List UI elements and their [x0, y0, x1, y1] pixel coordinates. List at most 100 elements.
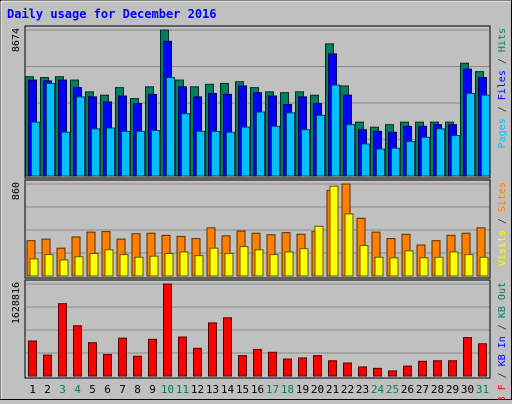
bar-kb-f-day-31: [478, 343, 487, 377]
bar-visits-day-13: [209, 247, 219, 277]
bar-pages-day-15: [241, 126, 250, 177]
bar-visits-day-9: [149, 255, 159, 277]
bar-visits-day-5: [89, 253, 99, 277]
x-tick-label-day-12: 12: [191, 383, 204, 396]
bar-visits-day-6: [104, 249, 114, 277]
bar-kb-f-day-3: [58, 303, 67, 377]
x-tick-label-day-5: 5: [89, 383, 96, 396]
bar-pages-day-31: [481, 94, 490, 177]
x-tick-label-day-11: 11: [176, 383, 189, 396]
panel-visits-sites: 860 Visits / Sites: [11, 179, 508, 279]
bar-pages-day-10: [166, 77, 175, 177]
x-tick-label-day-22: 22: [341, 383, 354, 396]
x-tick-label-day-1: 1: [29, 383, 36, 396]
bar-visits-day-17: [269, 254, 279, 277]
bar-pages-day-14: [226, 131, 235, 177]
x-tick-label-day-18: 18: [281, 383, 294, 396]
chart-title: Daily usage for December 2016: [7, 7, 217, 21]
panel-visits-sites-ymax-label: 860: [11, 182, 22, 200]
bar-visits-day-12: [194, 255, 204, 277]
x-tick-label-day-6: 6: [104, 383, 111, 396]
x-tick-label-day-17: 17: [266, 383, 279, 396]
x-tick-label-day-13: 13: [206, 383, 219, 396]
bar-visits-day-30: [464, 254, 474, 277]
legend-part: KB In: [497, 336, 508, 366]
panel-kb-ymax-label: 1628816: [11, 282, 22, 324]
bar-visits-day-26: [404, 250, 414, 277]
bar-visits-day-10: [164, 253, 174, 277]
legend-part: /: [497, 100, 508, 118]
panels-group: 8674 Pages / Files / Hits 860 Visits / Site…: [11, 25, 508, 404]
panel-kb-axis-legend: KB F / KB In / KB Out: [497, 282, 508, 400]
panel-hits-files-pages-ymax-label: 8674: [11, 28, 22, 52]
bar-kb-f-day-10: [163, 283, 172, 377]
bar-kb-f-day-15: [238, 355, 247, 377]
bar-visits-day-8: [134, 256, 144, 277]
bar-kb-f-day-20: [313, 355, 322, 377]
bar-pages-day-1: [31, 121, 40, 177]
bar-kb-f-day-16: [253, 348, 262, 377]
bar-pages-day-17: [271, 125, 280, 177]
bar-kb-f-day-23: [358, 366, 367, 377]
bar-kb-f-day-24: [373, 367, 382, 377]
bar-pages-day-2: [46, 82, 55, 177]
x-tick-label-day-30: 30: [461, 383, 474, 396]
bar-kb-f-day-26: [403, 365, 412, 377]
bar-pages-day-8: [136, 130, 145, 177]
bar-kb-f-day-25: [388, 370, 397, 377]
bar-pages-day-12: [196, 130, 205, 177]
bar-pages-day-9: [151, 130, 160, 177]
bar-pages-day-4: [76, 96, 85, 177]
bar-pages-day-28: [436, 128, 445, 177]
x-tick-label-day-15: 15: [236, 383, 249, 396]
bar-pages-day-16: [256, 111, 265, 177]
x-tick-label-day-23: 23: [356, 383, 369, 396]
bar-pages-day-6: [106, 127, 115, 177]
bar-pages-day-5: [91, 128, 100, 177]
x-tick-label-day-9: 9: [149, 383, 156, 396]
x-tick-label-day-14: 14: [221, 383, 235, 396]
bar-visits-day-25: [389, 257, 399, 277]
bar-kb-f-day-30: [463, 337, 472, 377]
x-tick-label-day-31: 31: [476, 383, 489, 396]
x-tick-label-day-19: 19: [296, 383, 309, 396]
bar-pages-day-19: [301, 129, 310, 177]
panel-visits-sites-axis-legend: Visits / Sites: [497, 182, 508, 266]
bar-kb-f-day-29: [448, 360, 457, 377]
bar-kb-f-day-18: [283, 358, 292, 377]
bar-pages-day-20: [316, 114, 325, 177]
x-tick-label-day-29: 29: [446, 383, 459, 396]
bar-kb-f-day-27: [418, 360, 427, 377]
x-axis-labels: 1 2 3 4 5 6 7 8 9 10 11 12 13 14 15 16 17 18 19 20 21 22 23 24 2…: [29, 383, 489, 396]
legend-part: /: [497, 52, 508, 70]
x-tick-label-day-24: 24: [371, 383, 385, 396]
bar-pages-day-30: [466, 93, 475, 177]
panel-hits-files-pages-axis-legend: Pages / Files / Hits: [497, 28, 508, 148]
bar-pages-day-3: [61, 131, 70, 177]
bar-pages-day-18: [286, 112, 295, 177]
x-tick-label-day-2: 2: [44, 383, 51, 396]
panel-hits-files-pages: 8674 Pages / Files / Hits: [11, 25, 508, 179]
bar-visits-day-20: [314, 225, 324, 277]
bar-visits-day-19: [299, 248, 309, 277]
bar-visits-day-23: [359, 245, 369, 277]
bar-kb-f-day-14: [223, 317, 232, 377]
legend-part: Hits: [497, 28, 508, 52]
bar-visits-day-28: [434, 256, 444, 277]
x-tick-label-day-7: 7: [119, 383, 126, 396]
bar-pages-day-25: [391, 147, 400, 177]
bar-visits-day-22: [344, 213, 354, 277]
x-tick-label-day-8: 8: [134, 383, 141, 396]
bar-kb-f-day-11: [178, 336, 187, 377]
bar-visits-day-14: [224, 253, 234, 277]
bar-kb-f-day-7: [118, 337, 127, 377]
x-tick-label-day-25: 25: [386, 383, 399, 396]
bar-visits-day-16: [254, 249, 264, 277]
legend-part: /: [497, 212, 508, 230]
bar-pages-day-11: [181, 113, 190, 177]
x-tick-label-day-10: 10: [161, 383, 174, 396]
panel-kb: 1628816 KB F / KB In / KB Out: [11, 279, 508, 404]
bar-kb-f-day-8: [133, 355, 142, 377]
bar-visits-day-3: [59, 259, 69, 277]
